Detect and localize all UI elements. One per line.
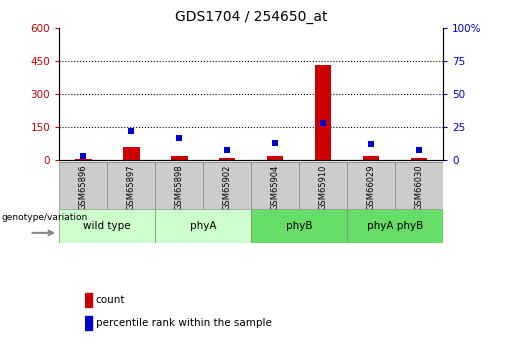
Point: [415, 147, 423, 152]
Bar: [75, 159, 92, 160]
Bar: [59, 162, 107, 209]
Text: wild type: wild type: [83, 221, 131, 231]
Text: GSM65910: GSM65910: [318, 165, 328, 210]
Text: GSM65902: GSM65902: [222, 165, 232, 210]
Title: GDS1704 / 254650_at: GDS1704 / 254650_at: [175, 10, 328, 24]
Point: [367, 142, 375, 147]
Bar: [347, 162, 395, 209]
Point: [79, 154, 88, 159]
Bar: [171, 156, 187, 160]
Bar: [123, 147, 140, 160]
Bar: [299, 162, 347, 209]
Text: GSM65904: GSM65904: [270, 165, 280, 210]
Text: GSM66029: GSM66029: [367, 165, 375, 210]
Bar: [267, 156, 283, 160]
Point: [127, 128, 135, 134]
Text: GSM66030: GSM66030: [415, 165, 423, 210]
Point: [223, 147, 231, 152]
Text: genotype/variation: genotype/variation: [1, 213, 88, 222]
Point: [175, 135, 183, 141]
Text: phyA: phyA: [190, 221, 216, 231]
Bar: [85, 316, 92, 330]
Bar: [219, 158, 235, 160]
Bar: [155, 209, 251, 243]
Text: GSM65898: GSM65898: [175, 165, 184, 210]
Text: GSM65897: GSM65897: [127, 165, 135, 210]
Text: phyA phyB: phyA phyB: [367, 221, 423, 231]
Bar: [410, 158, 427, 160]
Bar: [203, 162, 251, 209]
Bar: [251, 209, 347, 243]
Point: [319, 120, 327, 126]
Bar: [107, 162, 155, 209]
Text: GSM65896: GSM65896: [79, 165, 88, 210]
Text: count: count: [96, 295, 125, 305]
Point: [271, 140, 279, 146]
Bar: [315, 65, 331, 160]
Bar: [363, 156, 380, 160]
Bar: [85, 293, 92, 307]
Bar: [347, 209, 443, 243]
Bar: [395, 162, 443, 209]
Bar: [59, 209, 155, 243]
Text: percentile rank within the sample: percentile rank within the sample: [96, 318, 271, 328]
Bar: [155, 162, 203, 209]
Bar: [251, 162, 299, 209]
Text: phyB: phyB: [286, 221, 312, 231]
